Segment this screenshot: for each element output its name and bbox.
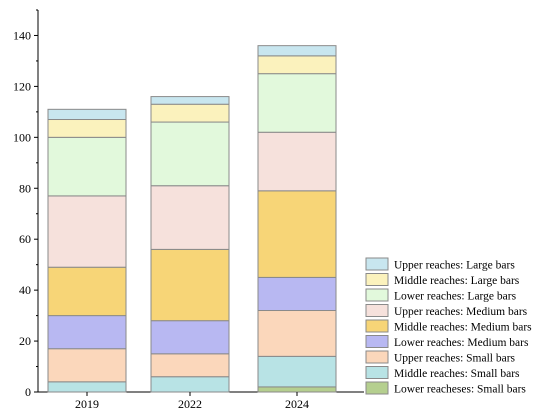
bar-segment-2022-7: [150, 103, 230, 123]
bar-segment-2022-1: [150, 376, 230, 393]
bar-segment-2022-8: [150, 96, 230, 105]
legend-swatch: [365, 381, 389, 395]
legend-label: Middle reaches: Small bars: [394, 368, 520, 380]
bar-segment-2019-7: [47, 119, 127, 138]
legend-swatch: [365, 319, 389, 333]
legend-label: Upper reaches: Medium bars: [394, 306, 528, 318]
plot-area: 0 20 40 60 80 100 120 140 2019 2022 2024: [13, 9, 364, 411]
legend: Upper reaches: Large bars Middle reaches:…: [365, 257, 532, 396]
legend-label: Upper reaches: Large bars: [394, 260, 515, 272]
bar-segment-2024-3: [257, 276, 337, 312]
y-tick-label: 120: [13, 79, 31, 93]
bar-segment-2019-4: [47, 266, 127, 317]
y-tick-label: 0: [25, 385, 31, 399]
x-tick-label-2024: 2024: [285, 397, 309, 411]
legend-label: Upper reaches: Small bars: [394, 353, 516, 365]
y-tick-label: 100: [13, 130, 31, 144]
y-tick-label: 140: [13, 28, 31, 42]
bar-segment-2019-6: [47, 136, 127, 197]
legend-swatch: [365, 288, 389, 302]
x-tick-label-2022: 2022: [178, 397, 202, 411]
bar-segment-2019-5: [47, 195, 127, 268]
legend-swatch: [365, 257, 389, 271]
legend-label: Lower reaches: Large bars: [394, 291, 517, 303]
bar-segment-2019-1: [47, 381, 127, 393]
legend-label: Middle reaches: Medium bars: [394, 322, 532, 334]
bar-segment-2022-6: [150, 121, 230, 187]
legend-swatch: [365, 350, 389, 364]
bar-segment-2024-8: [257, 45, 337, 57]
legend-swatch: [365, 304, 389, 317]
legend-label: Lower reaches: Medium bars: [394, 337, 529, 349]
legend-swatch: [365, 335, 389, 348]
legend-swatch: [365, 366, 389, 379]
legend-label: Lower reacheses: Small bars: [394, 384, 526, 396]
bar-segment-2019-8: [47, 108, 127, 121]
y-tick-label: 80: [19, 181, 31, 195]
y-tick-label: 60: [19, 232, 31, 246]
bar-segment-2024-4: [257, 190, 337, 278]
bar-segment-2022-4: [150, 248, 230, 322]
bar-segment-2024-2: [257, 310, 337, 357]
bar-segment-2022-5: [150, 185, 230, 250]
bar-segment-2024-7: [257, 55, 337, 75]
bar-segment-2024-1: [257, 355, 337, 388]
x-tick-label-2019: 2019: [75, 397, 99, 411]
y-tick-label: 40: [19, 283, 31, 297]
bar-segment-2024-5: [257, 131, 337, 192]
bar-segment-2019-2: [47, 348, 127, 383]
bar-segment-2019-3: [47, 315, 127, 350]
bar-segment-2024-0: [257, 386, 337, 393]
legend-swatch: [365, 273, 389, 286]
y-tick-label: 20: [19, 334, 31, 348]
bar-segment-2022-2: [150, 353, 230, 378]
bar-segment-2024-6: [257, 73, 337, 133]
legend-label: Middle reaches: Large bars: [394, 275, 520, 287]
bar-segment-2022-3: [150, 320, 230, 355]
